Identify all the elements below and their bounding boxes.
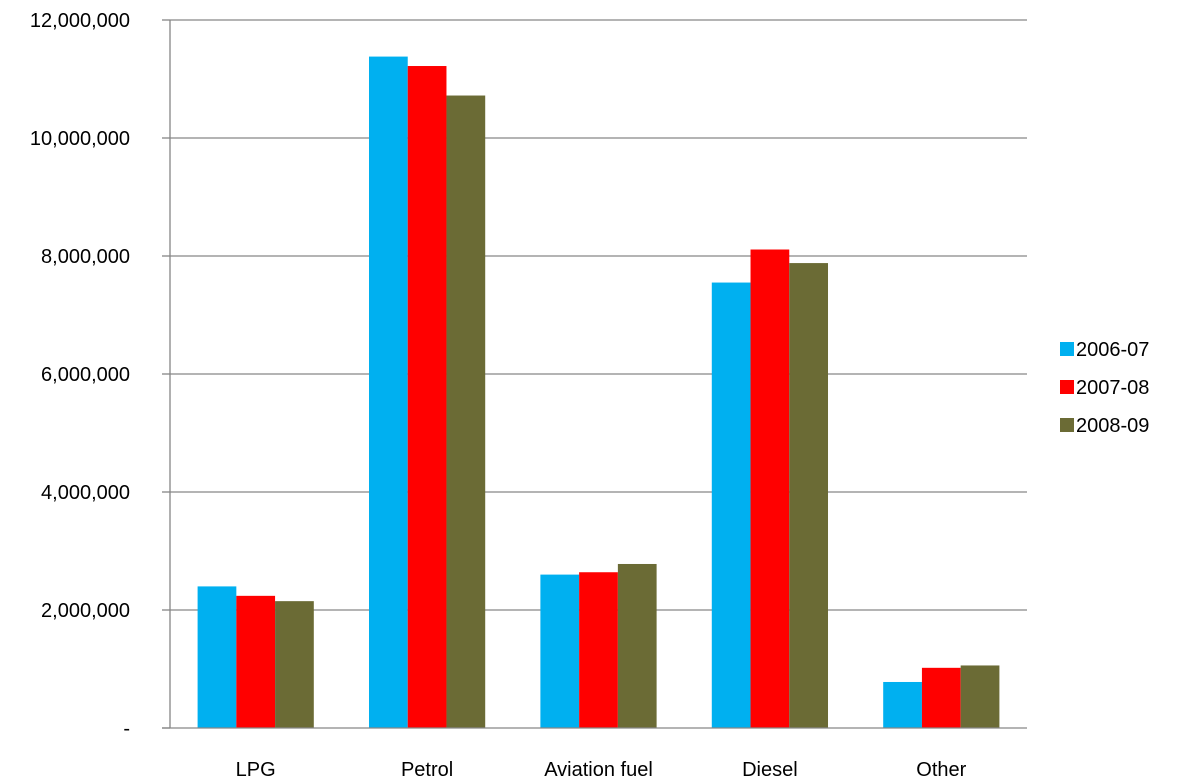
- x-tick-label: LPG: [236, 759, 276, 780]
- x-tick-labels: LPG Petrol Aviation fuel Diesel Other: [236, 759, 967, 780]
- legend: 2006-07 2007-08 2008-09: [1060, 339, 1149, 437]
- x-tick-label: Aviation fuel: [544, 759, 653, 780]
- bar-2007-08-other: [921, 667, 961, 728]
- y-tick-label: 4,000,000: [41, 482, 130, 504]
- gridlines: [170, 19, 1027, 611]
- x-tick-label: Other: [916, 759, 966, 780]
- bar-2008-09-lpg: [275, 601, 314, 728]
- bar-2006-07-lpg: [197, 586, 237, 728]
- y-tick-label: 10,000,000: [30, 128, 130, 150]
- y-tick-label: 2,000,000: [41, 600, 130, 622]
- bar-2006-07-diesel: [711, 282, 751, 728]
- x-tick-label: Diesel: [742, 759, 798, 780]
- y-tick-label: -: [123, 718, 130, 740]
- legend-swatch-2006-07: [1060, 342, 1074, 356]
- bar-2007-08-diesel: [750, 249, 790, 728]
- y-tick-label: 8,000,000: [41, 246, 130, 268]
- bar-2008-09-other: [960, 665, 1000, 728]
- bar-2008-09-petrol: [446, 95, 486, 728]
- bar-2006-07-petrol: [368, 56, 408, 728]
- bar-2006-07-aviation-fuel: [540, 574, 580, 728]
- bar-2007-08-lpg: [236, 595, 276, 728]
- y-tick-label: 6,000,000: [41, 364, 130, 386]
- legend-label: 2006-07: [1076, 339, 1149, 361]
- bar-2008-09-diesel: [789, 263, 829, 728]
- axes: [162, 19, 1027, 729]
- y-tick-labels: - 2,000,000 4,000,000 6,000,000 8,000,000 10,…: [30, 10, 130, 740]
- bar-2006-07-other: [883, 681, 922, 728]
- legend-label: 2007-08: [1076, 377, 1149, 399]
- legend-swatch-2007-08: [1060, 380, 1074, 394]
- bar-2007-08-aviation-fuel: [579, 572, 618, 728]
- bar-2007-08-petrol: [407, 66, 447, 728]
- bar-2008-09-aviation-fuel: [617, 563, 657, 728]
- x-tick-label: Petrol: [401, 759, 453, 780]
- legend-label: 2008-09: [1076, 415, 1149, 437]
- y-tick-label: 12,000,000: [30, 10, 130, 32]
- legend-swatch-2008-09: [1060, 418, 1074, 432]
- bars: [197, 56, 1000, 728]
